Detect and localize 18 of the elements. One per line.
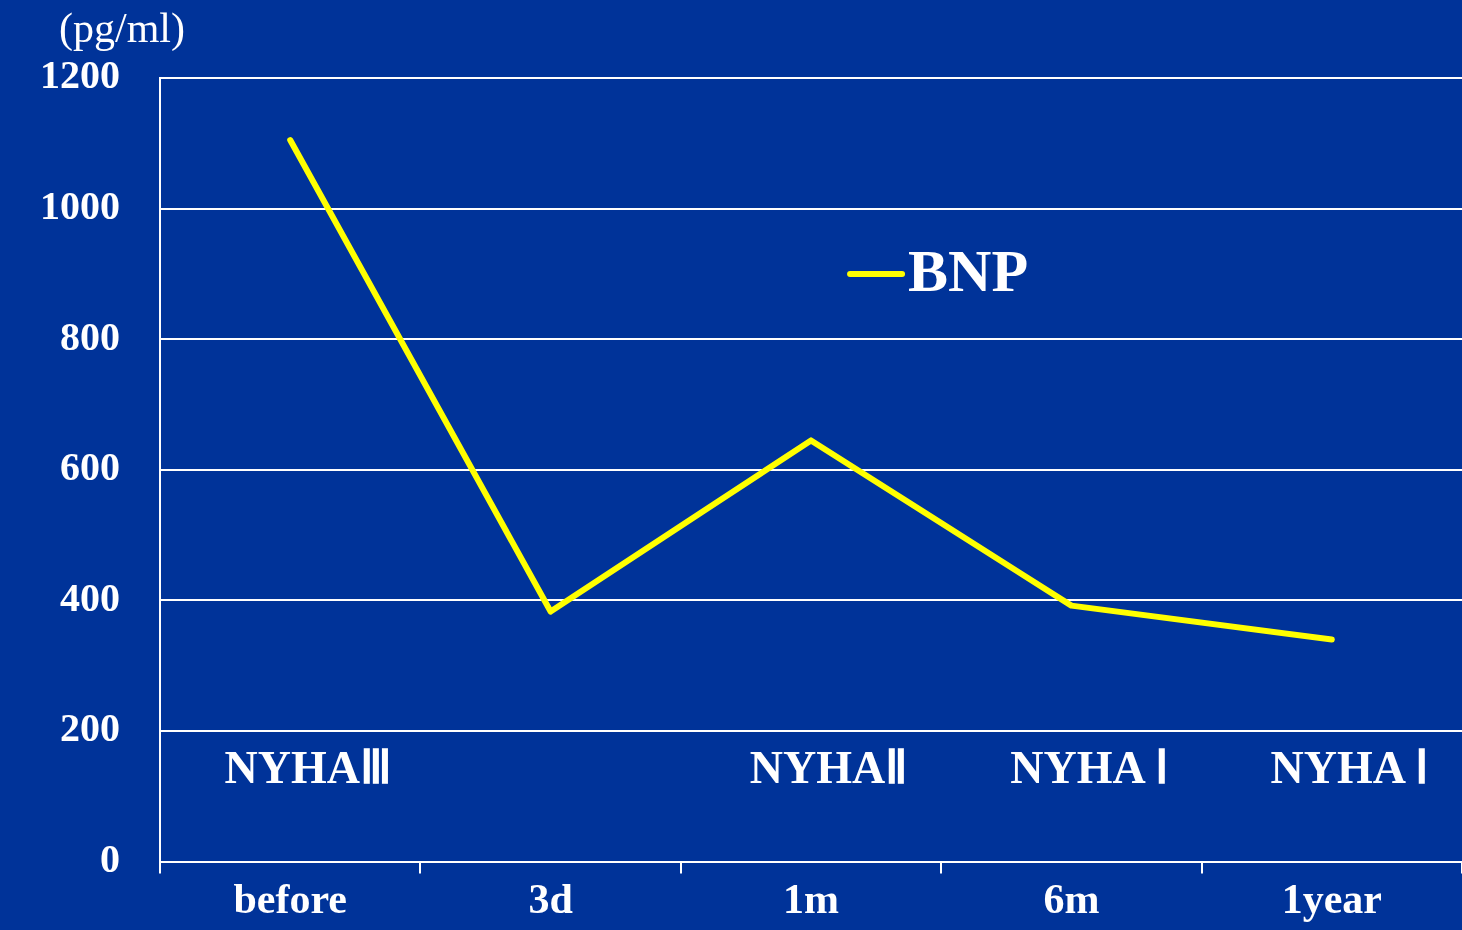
x-tick-label: 1year — [1281, 875, 1382, 922]
y-tick-label: 0 — [100, 835, 120, 881]
y-tick-label: 200 — [60, 705, 120, 751]
y-tick-label: 1200 — [40, 52, 120, 98]
annotation: NYHA Ⅰ — [1270, 742, 1429, 794]
x-tick-label: 1m — [783, 875, 839, 922]
y-axis-title: (pg/ml) — [59, 5, 185, 52]
y-tick-label: 1000 — [40, 182, 120, 228]
y-tick-label: 600 — [60, 444, 120, 490]
x-tick-label: before — [233, 875, 347, 922]
x-tick-label: 6m — [1043, 875, 1100, 922]
annotation: NYHAⅢ — [224, 742, 392, 794]
legend-label: BNP — [908, 238, 1029, 305]
y-tick-label: 800 — [60, 313, 120, 359]
annotation: NYHA Ⅰ — [1010, 742, 1169, 794]
annotation: NYHAⅡ — [749, 742, 909, 794]
x-tick-label: 3d — [528, 875, 573, 922]
y-tick-label: 400 — [60, 574, 120, 620]
